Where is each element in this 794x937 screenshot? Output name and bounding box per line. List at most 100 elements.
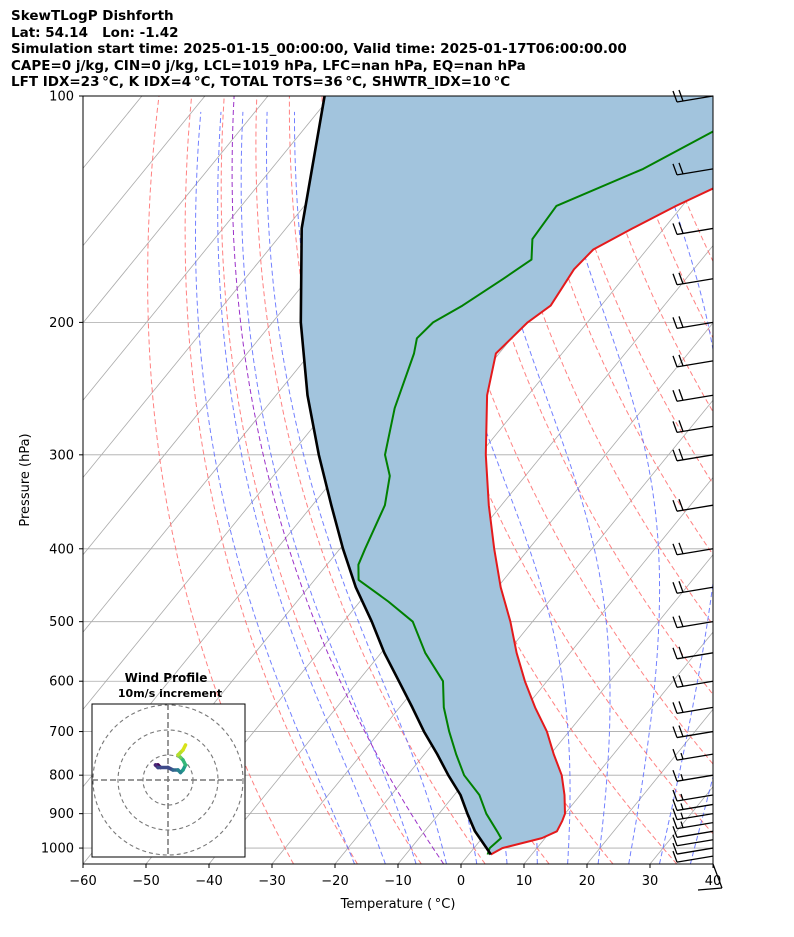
dry-adiabat bbox=[647, 96, 713, 263]
wind-barb bbox=[672, 769, 714, 782]
wind-barb bbox=[672, 354, 714, 368]
dry-adiabat bbox=[419, 96, 713, 765]
isotherm-gridline bbox=[586, 708, 713, 864]
barb-flag bbox=[672, 748, 678, 761]
chart-header: SkewTLogP Dishforth Lat: 54.14 Lon: -1.42… bbox=[11, 8, 627, 91]
wind-barb bbox=[672, 162, 714, 176]
wind-barb bbox=[672, 581, 714, 594]
barb-flag bbox=[672, 647, 678, 660]
barb-half bbox=[680, 812, 684, 819]
dry-adiabat bbox=[517, 96, 713, 556]
dry-adiabat bbox=[220, 96, 422, 864]
x-tick-label: −50 bbox=[132, 874, 159, 889]
index-line: LFT IDX=23 °C, K IDX=4 °C, TOTAL TOTS=36… bbox=[11, 74, 511, 90]
barb-flag bbox=[678, 701, 684, 713]
wind-barb bbox=[672, 448, 714, 462]
barb-flag bbox=[678, 725, 684, 737]
barb-flag bbox=[678, 272, 684, 285]
barb-flag bbox=[672, 799, 678, 811]
wind-barb bbox=[672, 389, 714, 402]
wind-barb bbox=[672, 674, 714, 688]
moist-adiabat bbox=[689, 775, 713, 864]
barb-flag bbox=[678, 89, 684, 102]
isotherm-gridline bbox=[83, 96, 269, 324]
y-tick-label: 300 bbox=[49, 448, 74, 463]
barb-flag bbox=[672, 616, 678, 628]
wind-barb bbox=[672, 542, 714, 556]
wind-barb bbox=[672, 701, 714, 715]
wind-barb bbox=[672, 808, 714, 821]
x-tick-label: −40 bbox=[195, 874, 222, 889]
barb-staff bbox=[676, 830, 714, 838]
wind-barb bbox=[672, 316, 714, 330]
barb-flag bbox=[672, 449, 678, 462]
time-line: Simulation start time: 2025-01-15_00:00:… bbox=[11, 41, 627, 57]
y-tick-label: 1000 bbox=[41, 842, 74, 857]
wind-barb bbox=[672, 842, 714, 855]
parcel-line bbox=[299, 96, 492, 856]
wind-barb bbox=[672, 498, 714, 512]
moist-adiabat bbox=[721, 112, 794, 864]
barb-flag bbox=[678, 542, 684, 555]
wind-barb bbox=[672, 748, 714, 761]
y-tick-label: 100 bbox=[49, 90, 74, 105]
x-tick-label: 10 bbox=[516, 874, 533, 889]
moist-adiabat bbox=[545, 111, 661, 864]
reference-adiabat bbox=[231, 96, 445, 864]
hodograph-plot bbox=[92, 704, 245, 857]
wind-barb bbox=[672, 89, 714, 103]
barb-flag bbox=[672, 834, 678, 847]
barb-flag bbox=[678, 674, 684, 687]
location-line: Lat: 54.14 Lon: -1.42 bbox=[11, 24, 179, 41]
hodograph-segment bbox=[181, 743, 188, 752]
x-tick-label: −30 bbox=[258, 874, 285, 889]
wind-barb bbox=[672, 272, 714, 286]
wind-barb bbox=[672, 725, 714, 739]
dry-adiabat bbox=[779, 96, 794, 864]
wind-barb bbox=[672, 799, 714, 812]
isotherm-gridline bbox=[523, 631, 713, 864]
y-tick-label: 500 bbox=[49, 615, 74, 630]
isotherm-gridline bbox=[271, 322, 713, 864]
moist-adiabat bbox=[195, 111, 356, 864]
moist-adiabat bbox=[217, 111, 386, 864]
dry-adiabat bbox=[452, 96, 713, 696]
barb-flag bbox=[672, 355, 678, 368]
cape-line: CAPE=0 j/kg, CIN=0 j/kg, LCL=1019 hPa, L… bbox=[11, 57, 526, 74]
x-tick-label: 30 bbox=[642, 874, 659, 889]
dry-adiabat bbox=[746, 96, 794, 864]
barb-flag bbox=[678, 316, 684, 328]
barb-flag bbox=[672, 817, 678, 829]
barb-flag bbox=[672, 850, 678, 863]
barb-flag bbox=[678, 420, 684, 432]
dry-adiabat bbox=[147, 96, 294, 864]
y-tick-label: 200 bbox=[49, 316, 74, 331]
isotherm-gridline bbox=[460, 554, 713, 864]
barb-flag bbox=[672, 543, 678, 556]
wind-barb bbox=[712, 863, 723, 889]
wind-barb bbox=[672, 789, 714, 802]
barb-flag bbox=[672, 726, 678, 738]
barb-flag bbox=[672, 702, 678, 714]
hodograph-title: Wind Profile bbox=[125, 671, 208, 685]
wind-barb bbox=[672, 646, 714, 660]
barb-flag bbox=[678, 498, 684, 511]
isotherm-gridline bbox=[208, 244, 713, 864]
y-tick-label: 900 bbox=[49, 807, 74, 822]
barb-flag bbox=[672, 582, 678, 594]
barb-flag bbox=[678, 448, 684, 461]
barb-flag bbox=[672, 317, 678, 329]
temperature-line bbox=[484, 187, 713, 856]
barb-flag bbox=[678, 354, 684, 367]
isotherm-gridline bbox=[83, 96, 395, 479]
y-axis-label: Pressure (hPa) bbox=[18, 433, 33, 526]
moist-adiabat bbox=[469, 111, 611, 864]
barb-half bbox=[680, 773, 684, 781]
barb-flag bbox=[672, 826, 678, 838]
barb-flag bbox=[678, 389, 684, 401]
barb-flag bbox=[672, 808, 678, 820]
barb-staff bbox=[676, 847, 714, 855]
y-tick-label: 600 bbox=[49, 675, 74, 690]
barb-flag bbox=[672, 390, 678, 402]
